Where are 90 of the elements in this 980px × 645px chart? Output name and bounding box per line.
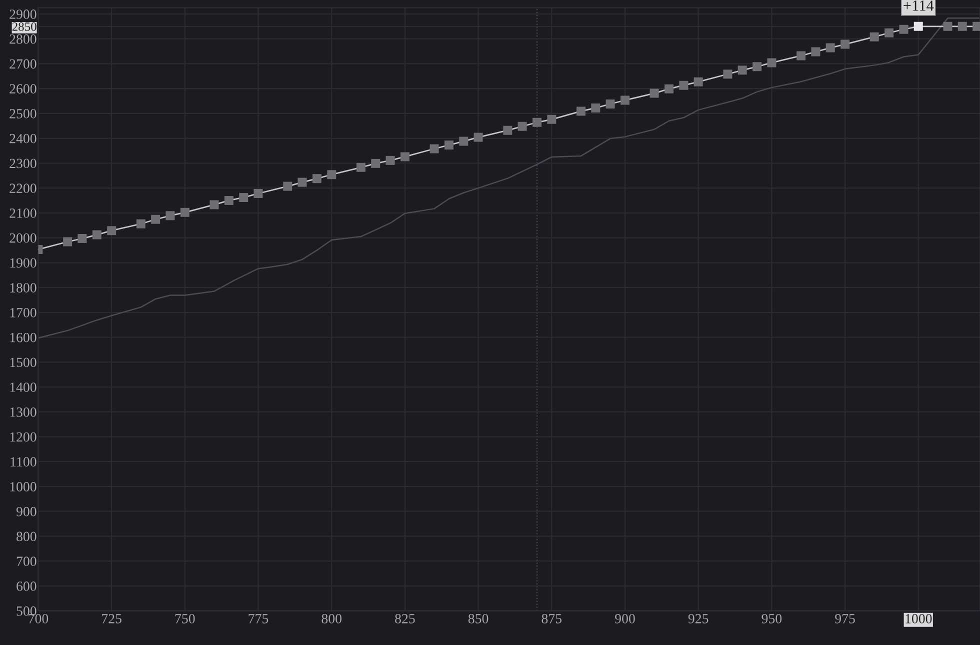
point — [576, 106, 586, 116]
point — [107, 226, 116, 236]
point — [620, 96, 630, 105]
y-tick-label: 800 — [16, 532, 36, 542]
point — [738, 66, 747, 75]
y-tick-label: 1500 — [10, 358, 36, 368]
point — [166, 211, 175, 220]
x-tick-label: 725 — [102, 614, 122, 624]
point — [400, 152, 410, 162]
y-tick-label: 2800 — [10, 34, 36, 44]
point — [870, 32, 879, 42]
point — [180, 208, 190, 217]
point — [312, 174, 322, 184]
point — [283, 182, 292, 191]
y-tick-label: 1400 — [10, 382, 36, 392]
point — [811, 47, 820, 56]
y-tick-label: 2600 — [10, 84, 36, 94]
y-tick-label: 2700 — [10, 59, 36, 69]
point — [459, 136, 468, 146]
x-tick-label: 950 — [762, 614, 782, 624]
y-tick-label: 2300 — [10, 158, 36, 168]
y-tick-label: 1600 — [10, 332, 36, 342]
y-tick-label: 2500 — [10, 109, 36, 118]
point — [606, 99, 615, 108]
x-tick-label: 875 — [542, 614, 562, 624]
point — [679, 80, 688, 90]
x-tick-label: 800 — [322, 614, 342, 624]
x-tick-label: 700 — [28, 614, 48, 624]
y-tick-label: 2400 — [10, 134, 36, 144]
y-tick-label: 2900 — [10, 10, 36, 19]
y-tick-label: 1000 — [10, 482, 36, 492]
point — [958, 22, 967, 31]
y-tick-label: 1100 — [10, 457, 36, 467]
point — [298, 178, 307, 187]
y-tick-label: 2000 — [10, 233, 36, 243]
point — [591, 103, 600, 112]
x-tick-label: 1000 — [906, 614, 932, 624]
y-tick-label: 1200 — [10, 432, 36, 442]
y-tick-label: 2100 — [10, 208, 36, 218]
y-tick-label: 2850 — [12, 22, 36, 31]
point — [503, 126, 512, 135]
point — [650, 88, 659, 98]
point — [78, 234, 87, 244]
x-tick-label: 825 — [395, 614, 415, 624]
point — [430, 144, 439, 154]
point — [239, 192, 248, 202]
point — [518, 122, 527, 131]
point — [254, 189, 263, 198]
point — [327, 170, 336, 180]
point — [532, 118, 542, 127]
x-tick-label: 975 — [835, 614, 855, 624]
point — [884, 28, 894, 38]
point — [752, 62, 762, 72]
point — [664, 84, 674, 94]
y-tick-label: 1900 — [10, 258, 36, 268]
y-tick-label: 2200 — [10, 184, 36, 193]
y-tick-label: 1800 — [10, 283, 36, 292]
point — [899, 24, 908, 34]
point — [224, 196, 234, 205]
y-tick-label: 600 — [16, 582, 36, 591]
point — [444, 140, 454, 150]
point — [840, 40, 850, 49]
annotation: +114 — [904, 0, 934, 11]
x-tick-label: 900 — [615, 614, 635, 624]
point — [92, 230, 102, 240]
point — [694, 77, 703, 86]
point — [371, 158, 380, 168]
x-tick-label: 775 — [248, 614, 268, 624]
x-tick-label: 925 — [688, 614, 708, 624]
y-tick-label: 1700 — [10, 308, 36, 318]
point — [547, 114, 556, 124]
point — [63, 237, 72, 246]
point — [136, 219, 146, 228]
x-tick-label: 750 — [175, 614, 195, 624]
point — [210, 200, 219, 210]
point — [943, 22, 952, 31]
point — [826, 43, 835, 52]
point — [151, 214, 160, 224]
y-tick-label: 900 — [16, 506, 36, 516]
point — [767, 58, 776, 68]
x-tick-label: 850 — [468, 614, 488, 624]
y-tick-label: 700 — [16, 556, 36, 566]
point — [914, 22, 923, 31]
point — [474, 132, 483, 142]
point — [356, 162, 366, 172]
point — [723, 70, 732, 79]
y-tick-label: 1300 — [10, 407, 36, 417]
point — [386, 156, 395, 165]
y-tick-label: 500 — [16, 606, 36, 616]
point — [796, 51, 806, 60]
